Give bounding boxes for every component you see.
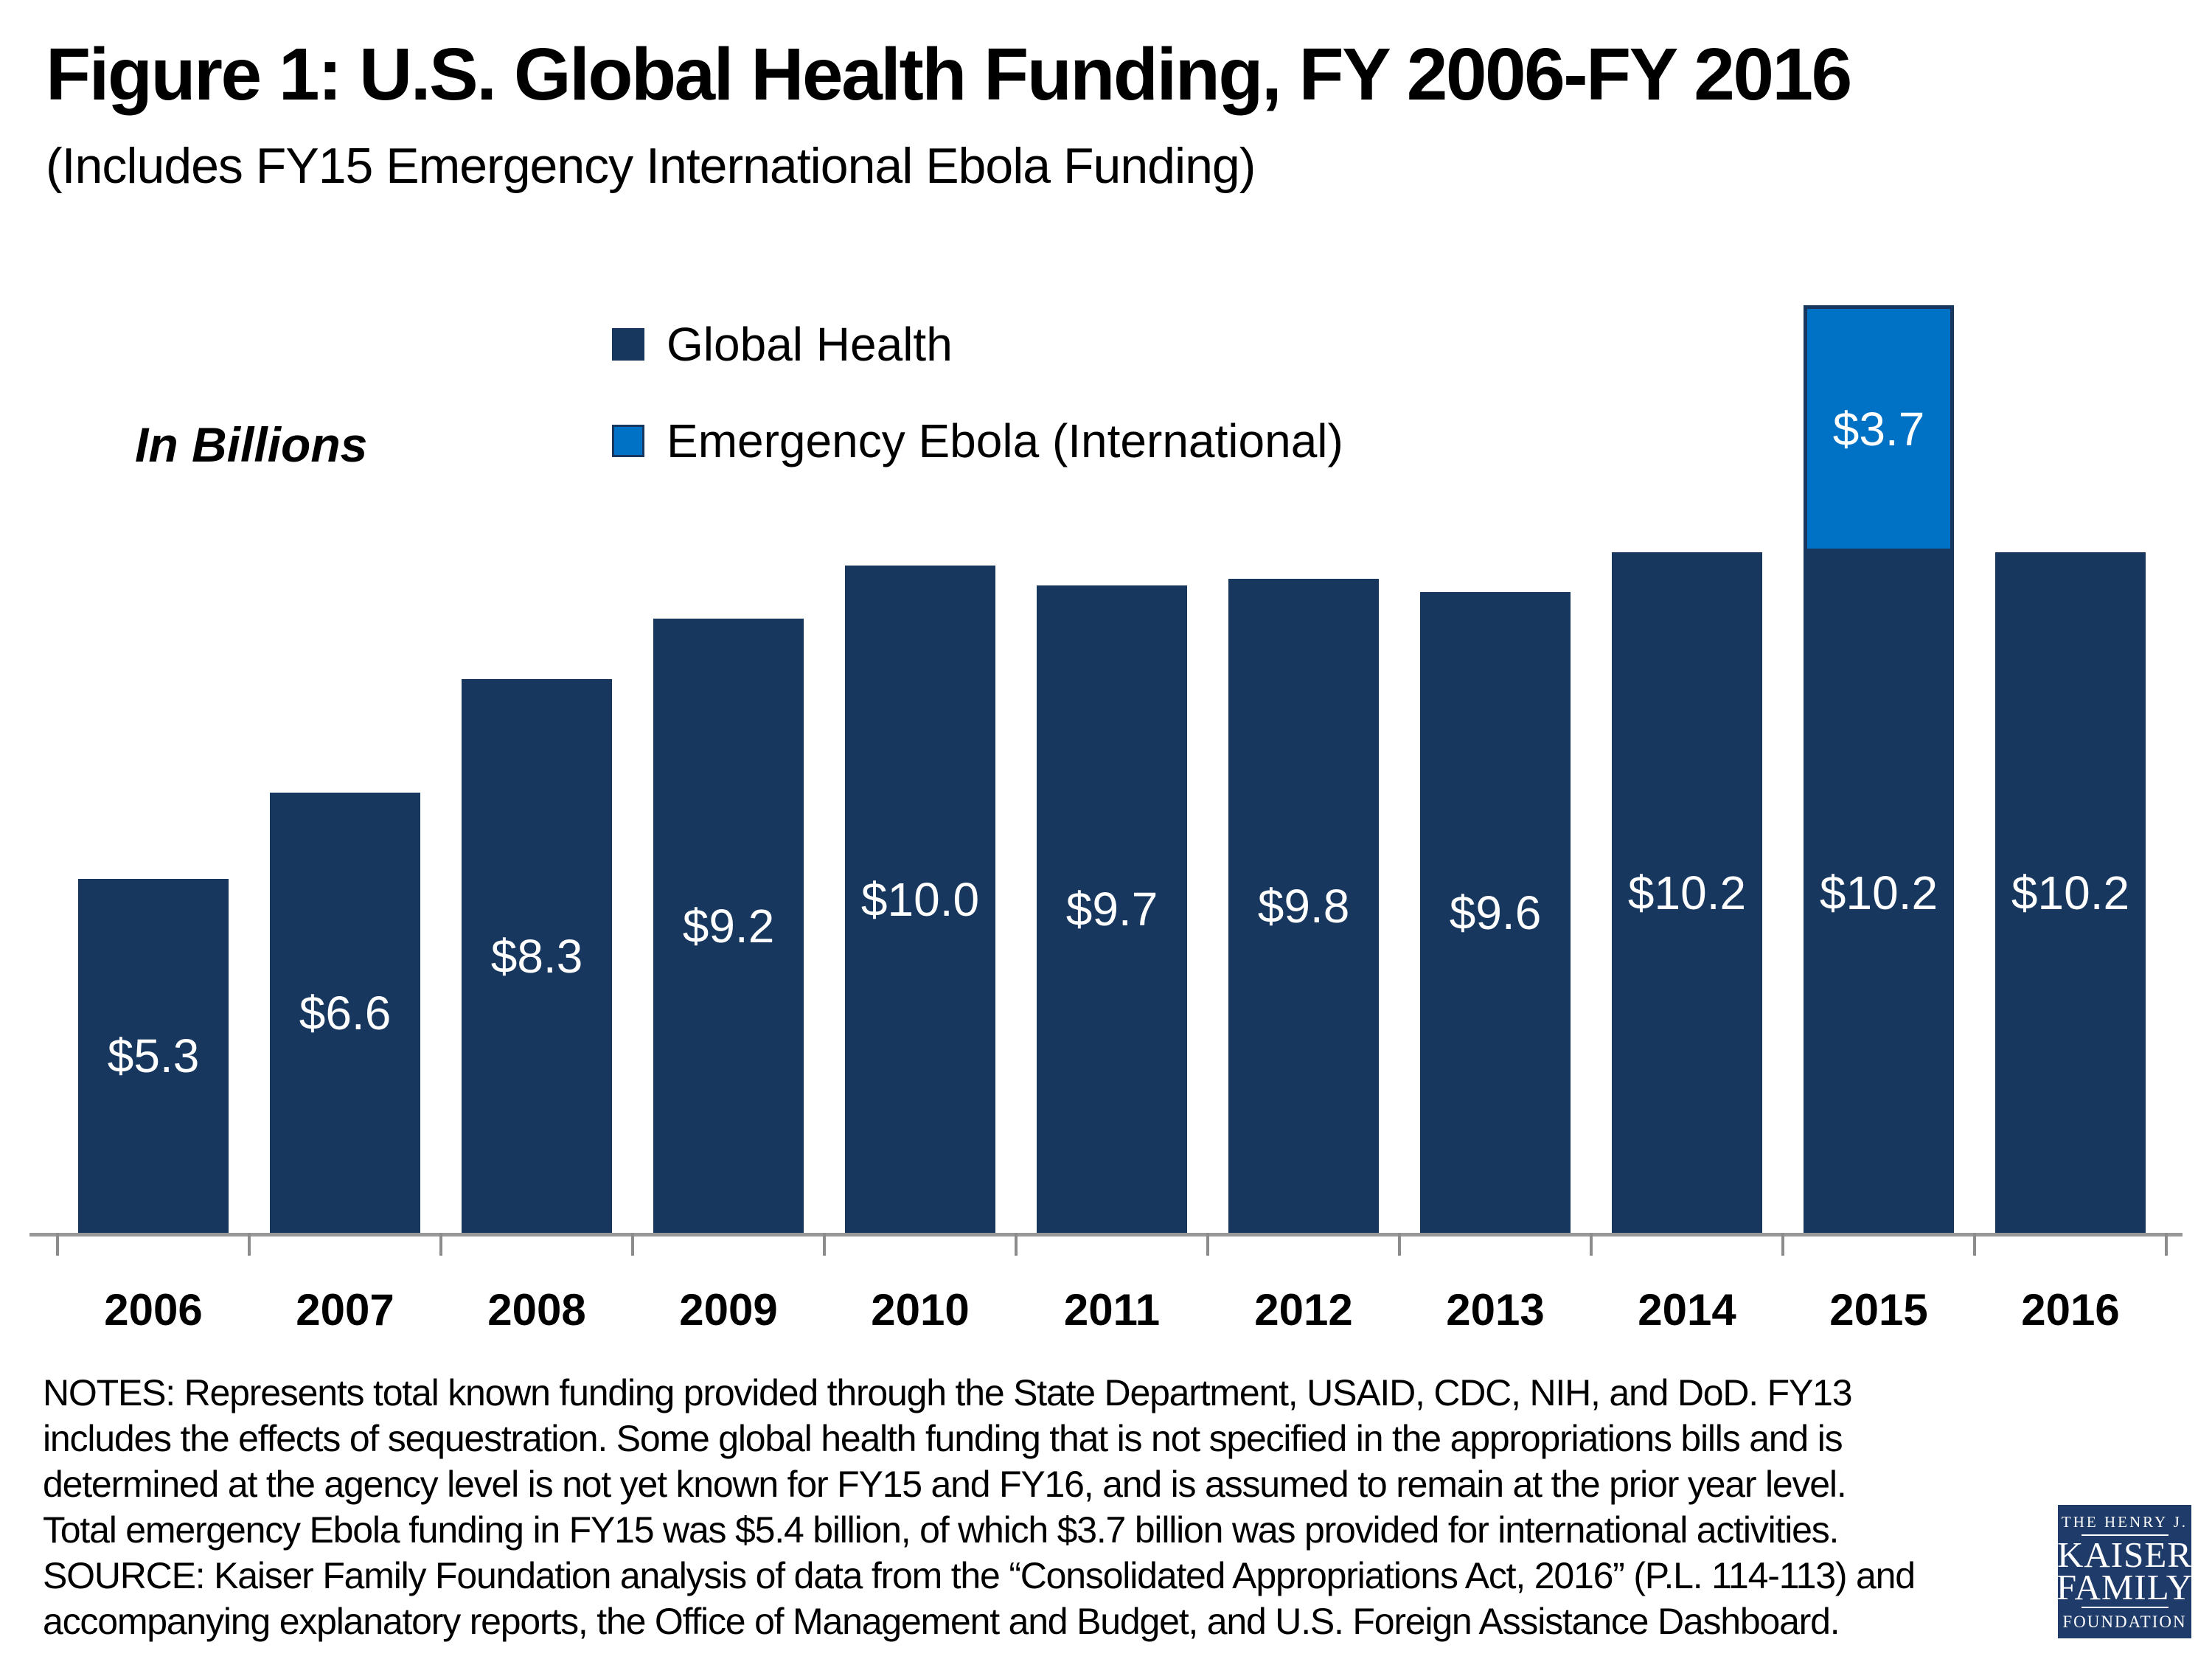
bar-value-label-2011: $9.7 <box>1065 883 1158 936</box>
logo-line-family: FAMILY <box>2056 1567 2194 1607</box>
x-axis-label-2010: 2010 <box>871 1285 970 1335</box>
logo-line-kaiser: KAISER <box>2057 1534 2192 1575</box>
bar-2009 <box>653 619 804 1233</box>
notes-line: Total emergency Ebola funding in FY15 wa… <box>43 1509 1839 1551</box>
legend-swatch-global-health <box>612 328 644 361</box>
x-axis-tick <box>439 1233 442 1256</box>
x-axis-tick <box>1206 1233 1209 1256</box>
x-axis-label-2008: 2008 <box>487 1285 586 1335</box>
legend-label-global-health: Global Health <box>667 318 953 371</box>
x-axis-label-2012: 2012 <box>1254 1285 1353 1335</box>
bar-2007 <box>270 793 420 1233</box>
x-axis-tick <box>1781 1233 1784 1256</box>
notes-line: NOTES: Represents total known funding pr… <box>43 1372 1853 1413</box>
bar-2008 <box>462 679 612 1233</box>
notes-line: accompanying explanatory reports, the Of… <box>43 1601 1840 1642</box>
kaiser-family-foundation-logo: THE HENRY J. KAISER FAMILY FOUNDATION <box>2056 1505 2194 1638</box>
x-axis-tick <box>1973 1233 1976 1256</box>
x-axis-tick <box>2165 1233 2168 1256</box>
x-axis-tick <box>1398 1233 1401 1256</box>
bar-value-label-2013: $9.6 <box>1449 886 1542 939</box>
logo-line-foundation: FOUNDATION <box>2062 1613 2187 1631</box>
x-axis-tick <box>823 1233 826 1256</box>
bar-value-label-2007: $6.6 <box>299 986 392 1040</box>
bar-value-label-2006: $5.3 <box>107 1029 200 1082</box>
bar-value-label-2015: $10.2 <box>1819 866 1938 919</box>
y-axis-units-note: In Billions <box>135 417 368 472</box>
bar-2015 <box>1804 552 1954 1233</box>
x-axis-tick <box>631 1233 634 1256</box>
bar-2011 <box>1037 585 1187 1233</box>
x-axis-tick <box>1015 1233 1018 1256</box>
ebola-value-label-2015: $3.7 <box>1832 402 1925 456</box>
x-axis-label-2016: 2016 <box>2021 1285 2120 1335</box>
x-axis-tick <box>1590 1233 1593 1256</box>
bar-value-label-2008: $8.3 <box>490 929 583 983</box>
x-axis-label-2015: 2015 <box>1829 1285 1928 1335</box>
legend-swatch-emergency-ebola <box>612 425 644 457</box>
bar-value-label-2010: $10.0 <box>860 872 980 926</box>
legend-label-emergency-ebola: Emergency Ebola (International) <box>667 414 1343 467</box>
x-axis-label-2014: 2014 <box>1638 1285 1736 1335</box>
notes-line: SOURCE: Kaiser Family Foundation analysi… <box>43 1555 1916 1596</box>
bar-2016 <box>1995 552 2146 1233</box>
notes-line: determined at the agency level is not ye… <box>43 1464 1847 1505</box>
notes-and-source-text: NOTES: Represents total known funding pr… <box>43 1370 1916 1644</box>
figure-title: Figure 1: U.S. Global Health Funding, FY… <box>46 33 1852 116</box>
bar-2013 <box>1420 592 1571 1233</box>
x-axis-label-2013: 2013 <box>1446 1285 1545 1335</box>
bar-2014 <box>1612 552 1762 1233</box>
x-axis-label-2006: 2006 <box>104 1285 203 1335</box>
x-axis-label-2011: 2011 <box>1063 1285 1161 1335</box>
logo-divider <box>2081 1534 2168 1536</box>
notes-line: includes the effects of sequestration. S… <box>43 1418 1843 1459</box>
legend-item-global-health: Global Health <box>612 317 953 372</box>
logo-line-the-henry-j: THE HENRY J. <box>2061 1513 2188 1531</box>
figure-subtitle: (Includes FY15 Emergency International E… <box>46 138 1256 194</box>
x-axis-tick <box>56 1233 59 1256</box>
bar-value-label-2016: $10.2 <box>2011 866 2130 919</box>
bar-2006 <box>78 879 229 1233</box>
bar-value-label-2014: $10.2 <box>1627 866 1747 919</box>
bar-value-label-2012: $9.8 <box>1257 879 1350 933</box>
x-axis-tick <box>248 1233 251 1256</box>
x-axis-label-2007: 2007 <box>296 1285 394 1335</box>
x-axis-line <box>29 1233 2183 1237</box>
bar-2012 <box>1228 579 1379 1233</box>
legend-item-emergency-ebola: Emergency Ebola (International) <box>612 414 1343 468</box>
x-axis-label-2009: 2009 <box>679 1285 778 1335</box>
bar-value-label-2009: $9.2 <box>682 899 775 953</box>
logo-divider <box>2081 1607 2168 1608</box>
bar-2010 <box>845 566 995 1233</box>
ebola-segment-2015 <box>1804 305 1954 552</box>
